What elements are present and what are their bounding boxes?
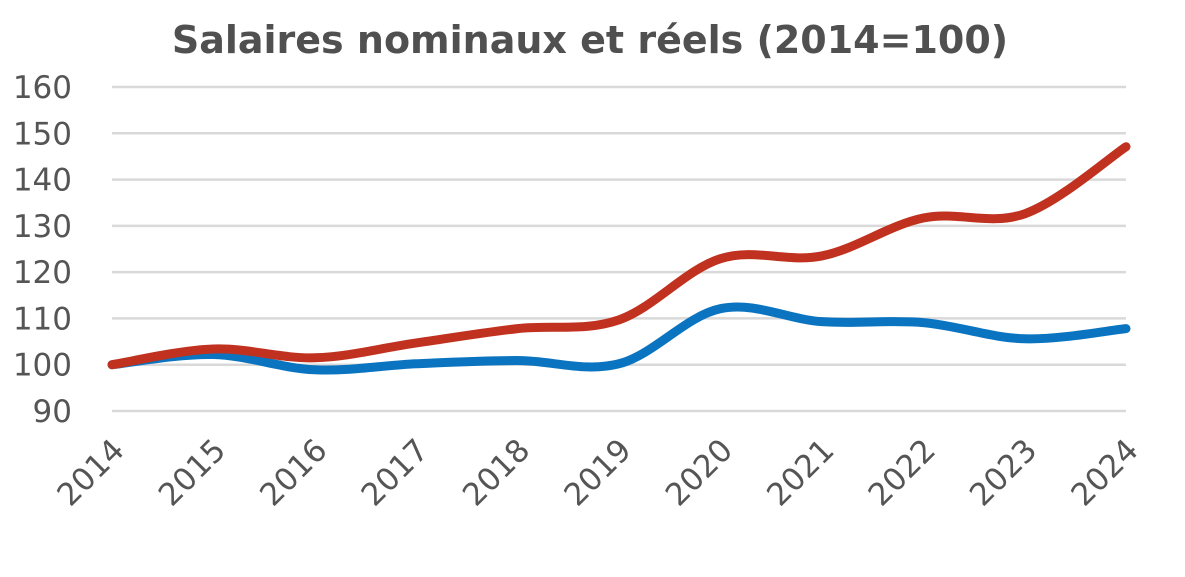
series-line-1 — [107, 302, 1131, 375]
x-tick-label: 2022 — [862, 432, 943, 513]
x-tick-label: 2014 — [50, 432, 131, 513]
y-tick-label: 90 — [33, 394, 72, 430]
x-tick-label: 2024 — [1064, 432, 1145, 513]
x-tick-label: 2016 — [253, 432, 334, 513]
x-tick-label: 2020 — [659, 432, 740, 513]
series-line-0 — [107, 142, 1131, 370]
x-axis: 2014 2015 2016 2017 2018 2019 2020 2021 2022 2023… — [50, 432, 1145, 513]
x-tick-label: 2017 — [355, 432, 436, 513]
x-tick-label: 2018 — [456, 432, 537, 513]
y-tick-label: 110 — [13, 301, 72, 337]
y-axis: 90 100 110 120 130 140 150 160 — [13, 70, 72, 430]
y-tick-label: 120 — [13, 255, 72, 291]
x-tick-label: 2021 — [760, 432, 841, 513]
chart-title: Salaires nominaux et réels (2014=100) — [172, 18, 1008, 62]
y-tick-label: 150 — [13, 116, 72, 152]
x-tick-label: 2019 — [557, 432, 638, 513]
y-tick-label: 160 — [13, 70, 72, 106]
x-tick-label: 2023 — [963, 432, 1044, 513]
y-tick-label: 130 — [13, 209, 72, 245]
y-tick-label: 140 — [13, 163, 72, 199]
x-tick-label: 2015 — [152, 432, 233, 513]
y-tick-label: 100 — [13, 348, 72, 384]
series-lines — [107, 142, 1131, 375]
